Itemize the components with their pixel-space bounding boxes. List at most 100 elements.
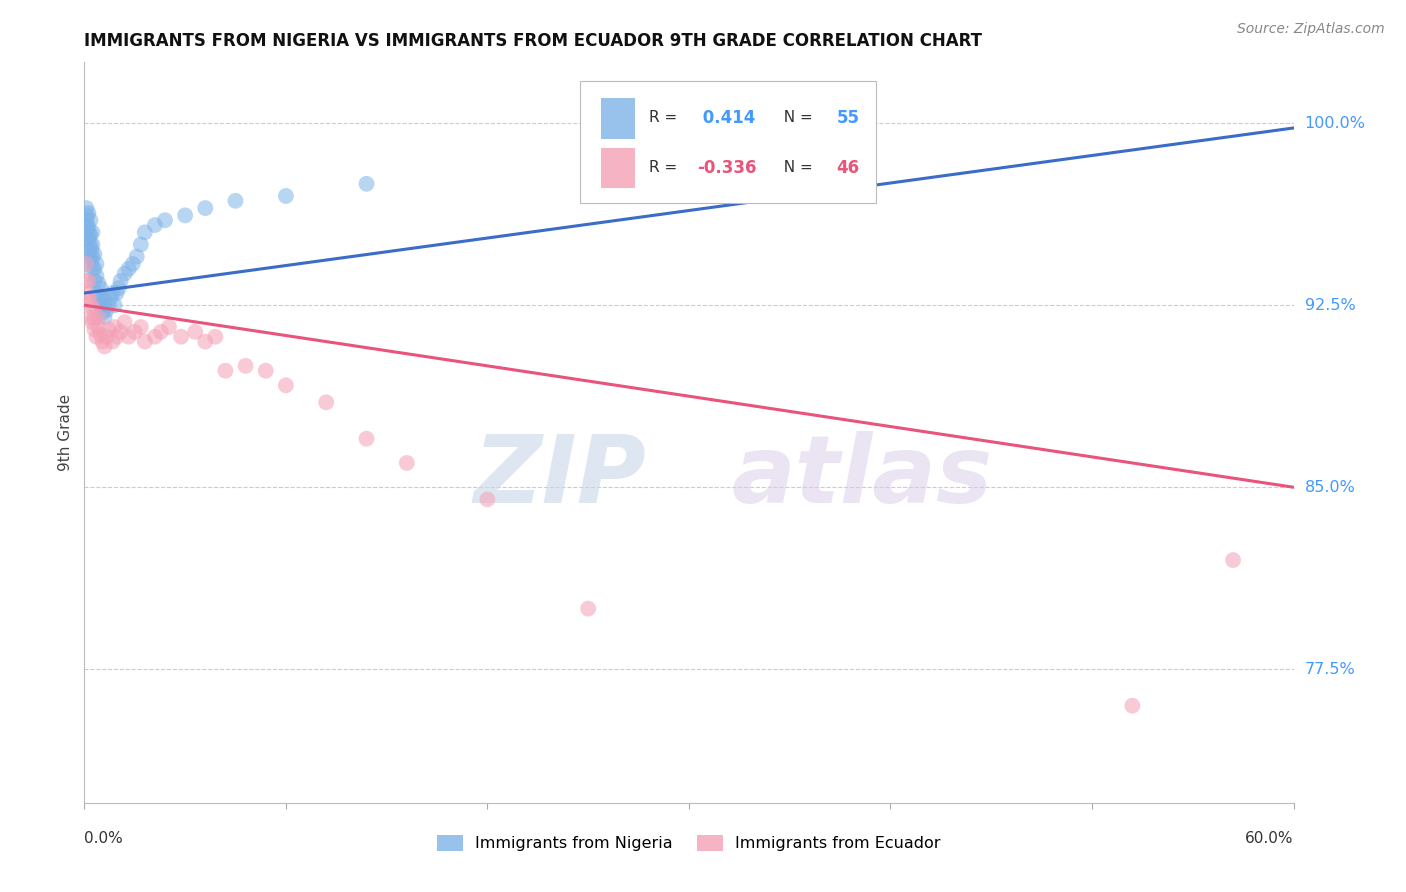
Point: [184, 325, 207, 339]
Text: 46: 46: [837, 159, 859, 177]
Point: [1222, 553, 1244, 567]
Text: IMMIGRANTS FROM NIGERIA VS IMMIGRANTS FROM ECUADOR 9TH GRADE CORRELATION CHART: IMMIGRANTS FROM NIGERIA VS IMMIGRANTS FR…: [84, 32, 983, 50]
Text: N =: N =: [773, 160, 817, 175]
Text: 77.5%: 77.5%: [1305, 662, 1355, 677]
Point: [79, 310, 101, 325]
Point: [143, 218, 166, 232]
Point: [114, 315, 136, 329]
Point: [1121, 698, 1143, 713]
Point: [79, 243, 101, 257]
Point: [477, 492, 499, 507]
Point: [134, 334, 156, 349]
Y-axis label: 9th Grade: 9th Grade: [58, 394, 73, 471]
Point: [87, 291, 110, 305]
Point: [100, 291, 122, 305]
Point: [80, 254, 103, 268]
Point: [110, 325, 132, 339]
Point: [170, 330, 193, 344]
Point: [143, 330, 166, 344]
Point: [315, 395, 337, 409]
Text: N =: N =: [773, 111, 817, 126]
Point: [129, 320, 152, 334]
Point: [395, 456, 418, 470]
Point: [157, 320, 180, 334]
Point: [97, 322, 120, 336]
Point: [89, 327, 111, 342]
Point: [274, 189, 297, 203]
Point: [80, 243, 103, 257]
Point: [356, 177, 378, 191]
Point: [89, 281, 111, 295]
Point: [77, 274, 100, 288]
Point: [254, 364, 277, 378]
Point: [75, 225, 97, 239]
Point: [101, 334, 124, 349]
Point: [76, 218, 98, 232]
Point: [87, 320, 110, 334]
Point: [82, 301, 104, 315]
Point: [83, 322, 105, 336]
Point: [96, 303, 118, 318]
Text: 92.5%: 92.5%: [1305, 298, 1355, 313]
Point: [129, 237, 152, 252]
Point: [93, 310, 115, 325]
Point: [82, 250, 104, 264]
Point: [124, 325, 146, 339]
Point: [89, 298, 111, 312]
Text: atlas: atlas: [731, 431, 993, 523]
Point: [576, 601, 599, 615]
Point: [79, 227, 101, 242]
Point: [75, 201, 97, 215]
Point: [118, 261, 141, 276]
Point: [134, 225, 156, 239]
Point: [83, 247, 105, 261]
Point: [204, 330, 226, 344]
Text: 85.0%: 85.0%: [1305, 480, 1355, 495]
Point: [75, 274, 97, 288]
Point: [105, 330, 128, 344]
Point: [75, 257, 97, 271]
Point: [153, 213, 176, 227]
Point: [274, 378, 297, 392]
Point: [79, 213, 101, 227]
Text: 0.0%: 0.0%: [84, 830, 124, 846]
Point: [225, 194, 247, 208]
Point: [96, 330, 118, 344]
Point: [214, 364, 236, 378]
Point: [76, 208, 98, 222]
Point: [121, 257, 143, 271]
Point: [86, 330, 108, 344]
Point: [104, 320, 127, 334]
Point: [77, 206, 100, 220]
FancyBboxPatch shape: [600, 98, 634, 138]
Point: [82, 261, 104, 276]
Point: [101, 286, 124, 301]
Point: [105, 286, 128, 301]
FancyBboxPatch shape: [581, 81, 876, 203]
Point: [194, 334, 217, 349]
Text: Source: ZipAtlas.com: Source: ZipAtlas.com: [1237, 22, 1385, 37]
Point: [79, 250, 101, 264]
Point: [91, 334, 114, 349]
Text: R =: R =: [650, 111, 682, 126]
Point: [79, 237, 101, 252]
Point: [86, 286, 108, 301]
Point: [107, 281, 129, 295]
Point: [83, 261, 105, 276]
Point: [86, 257, 108, 271]
Point: [114, 267, 136, 281]
Point: [91, 305, 114, 319]
Point: [76, 286, 98, 301]
Point: [82, 237, 104, 252]
Point: [77, 291, 100, 305]
Point: [91, 291, 114, 305]
Text: R =: R =: [650, 160, 682, 175]
Point: [149, 325, 172, 339]
Point: [87, 277, 110, 291]
Point: [82, 315, 104, 329]
Text: -0.336: -0.336: [697, 159, 756, 177]
Point: [93, 293, 115, 308]
Point: [235, 359, 257, 373]
Point: [104, 298, 127, 312]
Text: ZIP: ZIP: [474, 431, 647, 523]
